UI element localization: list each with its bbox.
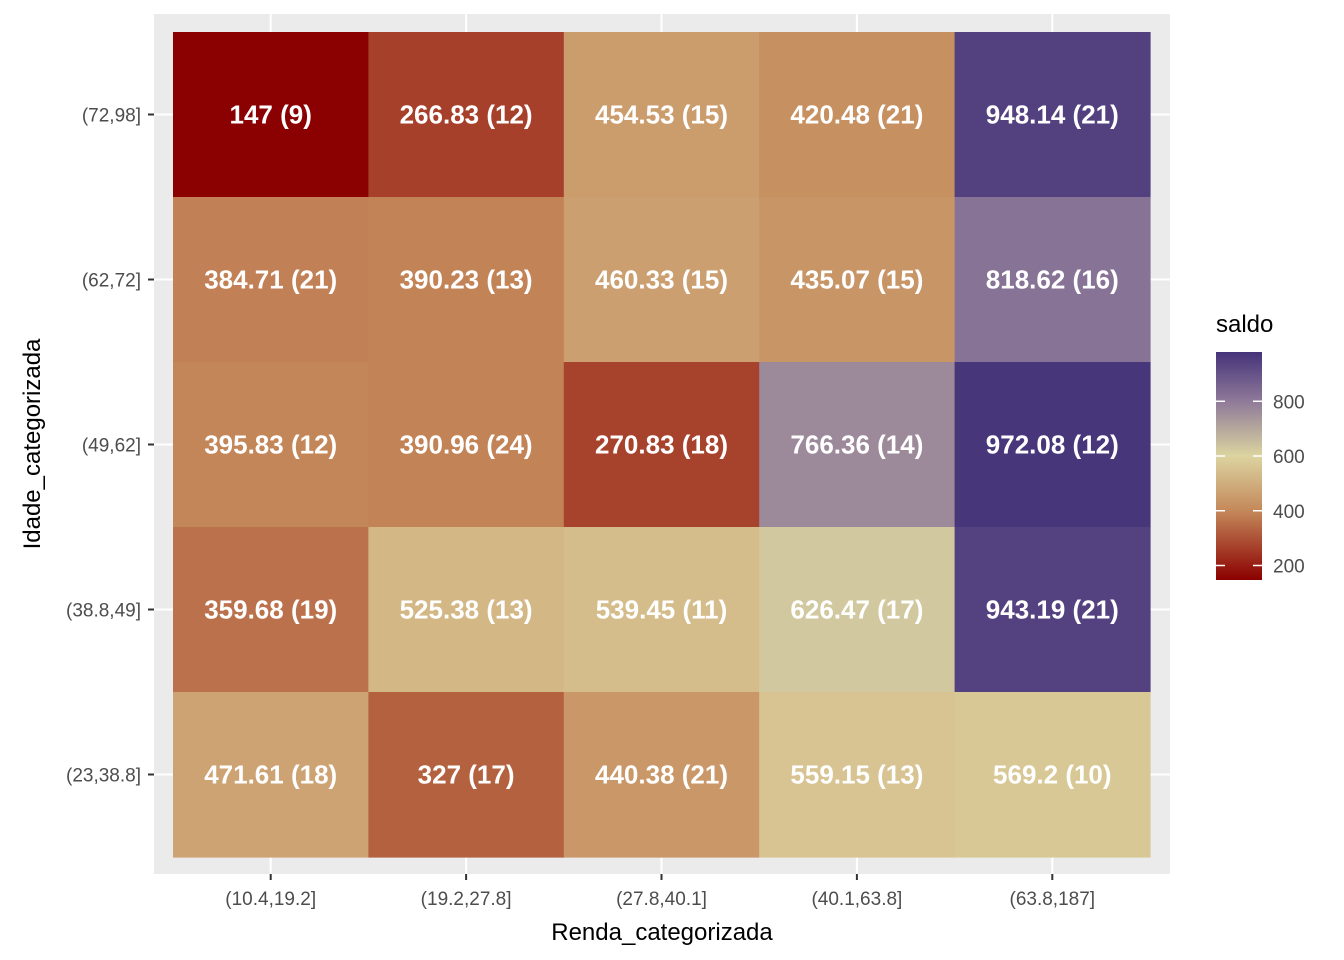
cell-label: 818.62 (16) xyxy=(986,265,1119,295)
cell-label: 327 (17) xyxy=(418,760,515,790)
cell-label: 460.33 (15) xyxy=(595,265,728,295)
y-tick-label: (23,38.8] xyxy=(66,766,141,787)
cell-label: 943.19 (21) xyxy=(986,595,1119,625)
x-tick-label: (27.8,40.1] xyxy=(616,889,707,910)
heatmap-cell xyxy=(563,692,760,858)
y-axis-title: Idade_categorizada xyxy=(19,338,46,549)
heatmap-cell xyxy=(368,692,565,858)
x-axis: (10.4,19.2] (19.2,27.8] (27.8,40.1] (40.1,6… xyxy=(225,874,1095,910)
heatmap-cell xyxy=(563,197,760,363)
heatmap-cell xyxy=(368,527,565,693)
cell-label: 270.83 (18) xyxy=(595,430,728,460)
heatmap-cell xyxy=(563,362,760,528)
heatmap-cell xyxy=(563,527,760,693)
heatmap-cell xyxy=(173,362,369,528)
heatmap-cell xyxy=(368,362,565,528)
heatmap-cell xyxy=(759,527,956,693)
heatmap-cell xyxy=(759,692,956,858)
cell-label: 390.96 (24) xyxy=(400,430,533,460)
cell-label: 395.83 (12) xyxy=(204,430,337,460)
heatmap-cell xyxy=(954,527,1151,693)
heatmap-cell xyxy=(173,197,369,363)
cell-label: 440.38 (21) xyxy=(595,760,728,790)
heatmap-cell xyxy=(368,197,565,363)
heatmap-cell xyxy=(759,32,956,198)
heatmap-cell xyxy=(759,197,956,363)
cell-label: 266.83 (12) xyxy=(400,100,533,130)
cell-label: 454.53 (15) xyxy=(595,100,728,130)
legend-ticks: 200 400 600 800 xyxy=(1216,392,1305,577)
x-tick-label: (10.4,19.2] xyxy=(225,889,316,910)
y-tick-label: (38.8,49] xyxy=(66,601,141,622)
cell-label: 539.45 (11) xyxy=(596,595,728,625)
cell-label: 435.07 (15) xyxy=(790,265,923,295)
x-axis-title: Renda_categorizada xyxy=(551,919,773,946)
y-tick-label: (49,62] xyxy=(82,436,141,457)
cell-label: 569.2 (10) xyxy=(993,760,1112,790)
legend-title: saldo xyxy=(1216,311,1273,338)
cell-label: 525.38 (13) xyxy=(400,595,533,625)
cell-label: 390.23 (13) xyxy=(400,265,533,295)
heatmap-cell xyxy=(954,32,1151,198)
x-tick-label: (40.1,63.8] xyxy=(811,889,902,910)
cell-label: 359.68 (19) xyxy=(204,595,337,625)
y-tick-label: (72,98] xyxy=(82,106,141,127)
y-axis: (23,38.8] (38.8,49] (49,62] (62,72] (72,98] xyxy=(66,106,154,787)
heatmap-cell xyxy=(954,692,1151,858)
legend-tick-label: 200 xyxy=(1273,556,1305,577)
legend-colorbar xyxy=(1216,352,1262,580)
heatmap-cell xyxy=(954,197,1151,363)
legend: saldo 200 400 600 800 xyxy=(1216,311,1305,580)
cell-label: 626.47 (17) xyxy=(790,595,923,625)
heatmap-cells xyxy=(173,32,1151,858)
y-tick-label: (62,72] xyxy=(82,271,141,292)
heatmap-cell xyxy=(759,362,956,528)
cell-label: 559.15 (13) xyxy=(790,760,923,790)
cell-label: 471.61 (18) xyxy=(204,760,337,790)
cell-labels: 147 (9) 266.83 (12) 454.53 (15) 420.48 (21)… xyxy=(204,100,1119,790)
heatmap-cell xyxy=(954,362,1151,528)
x-tick-label: (19.2,27.8] xyxy=(421,889,512,910)
cell-label: 948.14 (21) xyxy=(986,100,1119,130)
heatmap-cell xyxy=(563,32,760,198)
cell-label: 147 (9) xyxy=(230,100,312,130)
legend-tick-label: 800 xyxy=(1273,392,1305,413)
heatmap-cell xyxy=(368,32,565,198)
cell-label: 972.08 (12) xyxy=(986,430,1119,460)
legend-tick-label: 400 xyxy=(1273,502,1305,523)
heatmap-cell xyxy=(173,692,369,858)
x-tick-label: (63.8,187] xyxy=(1010,889,1096,910)
heatmap-cell xyxy=(173,527,369,693)
cell-label: 420.48 (21) xyxy=(790,100,923,130)
heatmap-cell xyxy=(173,32,369,198)
cell-label: 384.71 (21) xyxy=(204,265,337,295)
cell-label: 766.36 (14) xyxy=(790,430,923,460)
legend-tick-label: 600 xyxy=(1273,447,1305,468)
